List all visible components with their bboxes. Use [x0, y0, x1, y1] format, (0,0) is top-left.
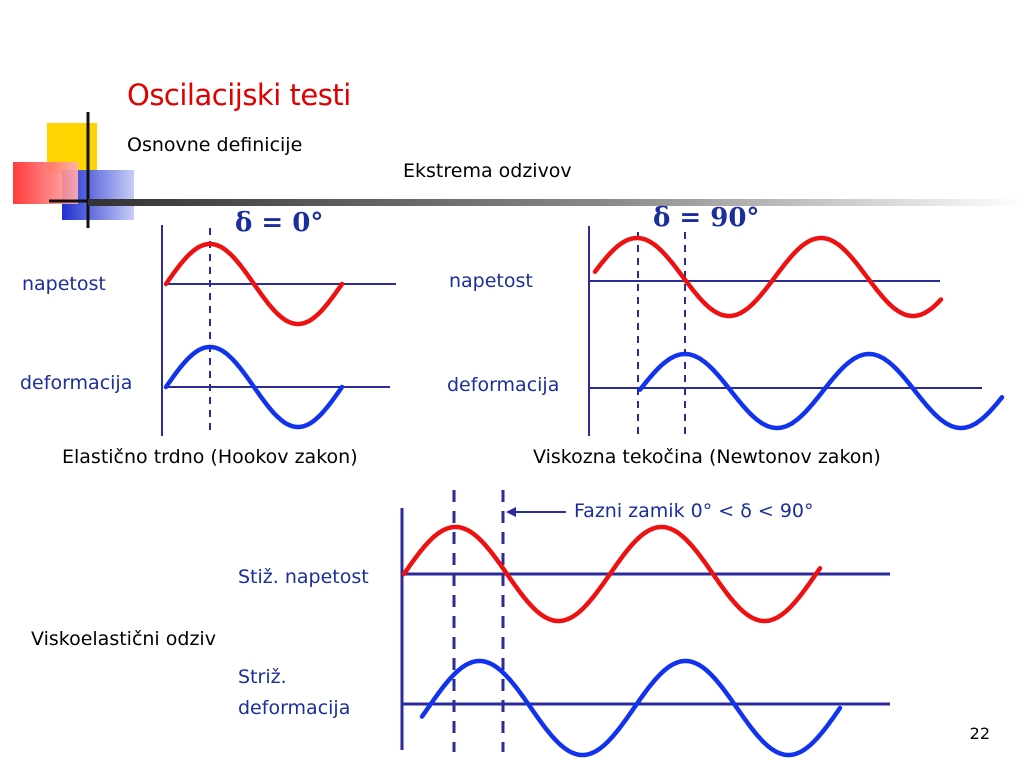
viscous-stress-label: napetost — [449, 270, 533, 292]
viscoelastic-strain-wave — [419, 658, 843, 758]
deco-red-square — [13, 162, 78, 204]
viscoelastic-diagram — [400, 490, 890, 758]
elastic-diagram — [161, 225, 396, 436]
elastic-stress-wave — [163, 241, 345, 327]
viscous-delta-label: δ = 90° — [653, 203, 760, 233]
viscoelastic-caption: Viskoelastični odziv — [31, 628, 216, 650]
elastic-stress-label: napetost — [22, 273, 106, 295]
slide-title: Oscilacijski testi — [127, 78, 351, 112]
phase-note-arrow-head — [506, 507, 516, 517]
elastic-caption: Elastično trdno (Hookov zakon) — [62, 446, 358, 468]
elastic-strain-wave — [163, 344, 345, 430]
viscous-strain-label: deformacija — [447, 374, 560, 396]
elastic-strain-label: deformacija — [20, 372, 133, 394]
viscoelastic-strain-label-line2: deformacija — [238, 697, 351, 719]
phase-shift-note: Fazni zamik 0° < δ < 90° — [574, 500, 814, 522]
slide-subtitle: Osnovne definicije — [127, 134, 303, 156]
viscoelastic-stress-label: Stiž. napetost — [238, 566, 369, 588]
viscous-stress-wave — [592, 235, 944, 319]
viscous-diagram — [588, 226, 1005, 436]
page-number: 22 — [969, 724, 990, 743]
corner-decoration — [13, 112, 135, 228]
viscous-strain-wave — [637, 351, 1005, 431]
title-rule — [88, 199, 1024, 206]
viscoelastic-strain-label-line1: Striž. — [238, 666, 287, 688]
elastic-delta-label: δ = 0° — [235, 208, 324, 238]
viscous-caption: Viskozna tekočina (Newtonov zakon) — [533, 446, 881, 468]
viscoelastic-stress-wave — [401, 524, 823, 624]
section-heading: Ekstrema odzivov — [403, 160, 572, 182]
